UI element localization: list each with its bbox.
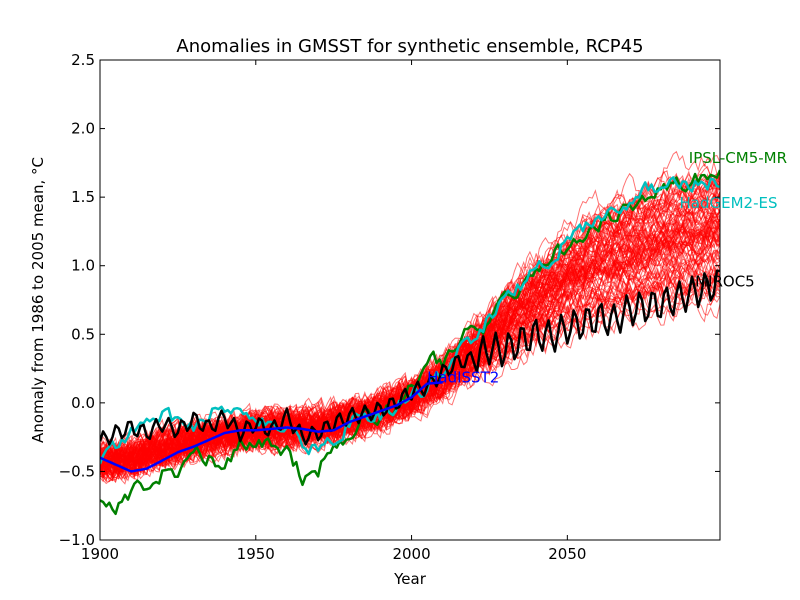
ensemble-member-line (100, 225, 720, 477)
y-tick-label: −1.0 (59, 531, 95, 549)
x-axis-title: Year (393, 570, 427, 588)
ensemble-member-line (100, 213, 720, 482)
series-line-hadisst2 (100, 381, 443, 473)
y-tick-label: 2.0 (71, 120, 95, 138)
series-label: HadGEM2-ES (680, 194, 778, 212)
y-tick-label: −0.5 (59, 462, 95, 480)
ensemble-members (100, 150, 720, 485)
axis-ticks: 1900 1950 2000 2050 −1.0 −0.5 0.0 0.5 1.0 1.5 2.0 2… (59, 51, 720, 563)
chart-title: Anomalies in GMSST for synthetic ensembl… (176, 36, 643, 57)
y-axis-title: Anomaly from 1986 to 2005 mean, °C (29, 157, 47, 443)
y-tick-label: 0.5 (71, 325, 95, 343)
ensemble-member-line (100, 224, 720, 468)
series-label: IPSL-CM5-MR (689, 149, 787, 167)
ensemble-member-line (100, 276, 720, 482)
y-tick-label: 0.0 (71, 394, 95, 412)
series-labels: IPSL-CM5-MR HadGEM2-ES MIROC5 HadISST2 (427, 149, 787, 386)
y-tick-label: 1.5 (71, 188, 95, 206)
series-label: HadISST2 (427, 368, 499, 386)
y-tick-label: 2.5 (71, 51, 95, 69)
series-line-ipsl-cm5-mr (100, 169, 720, 516)
ensemble-member-line (100, 274, 720, 477)
x-tick-label: 1950 (237, 545, 275, 563)
x-tick-label: 2050 (548, 545, 586, 563)
y-tick-label: 1.0 (71, 257, 95, 275)
series-label: MIROC5 (695, 272, 755, 290)
plot-frame (99, 59, 721, 541)
x-tick-label: 2000 (392, 545, 430, 563)
x-tick-label: 1900 (81, 545, 119, 563)
model-series (100, 169, 720, 516)
series-line-miroc5 (100, 269, 720, 446)
